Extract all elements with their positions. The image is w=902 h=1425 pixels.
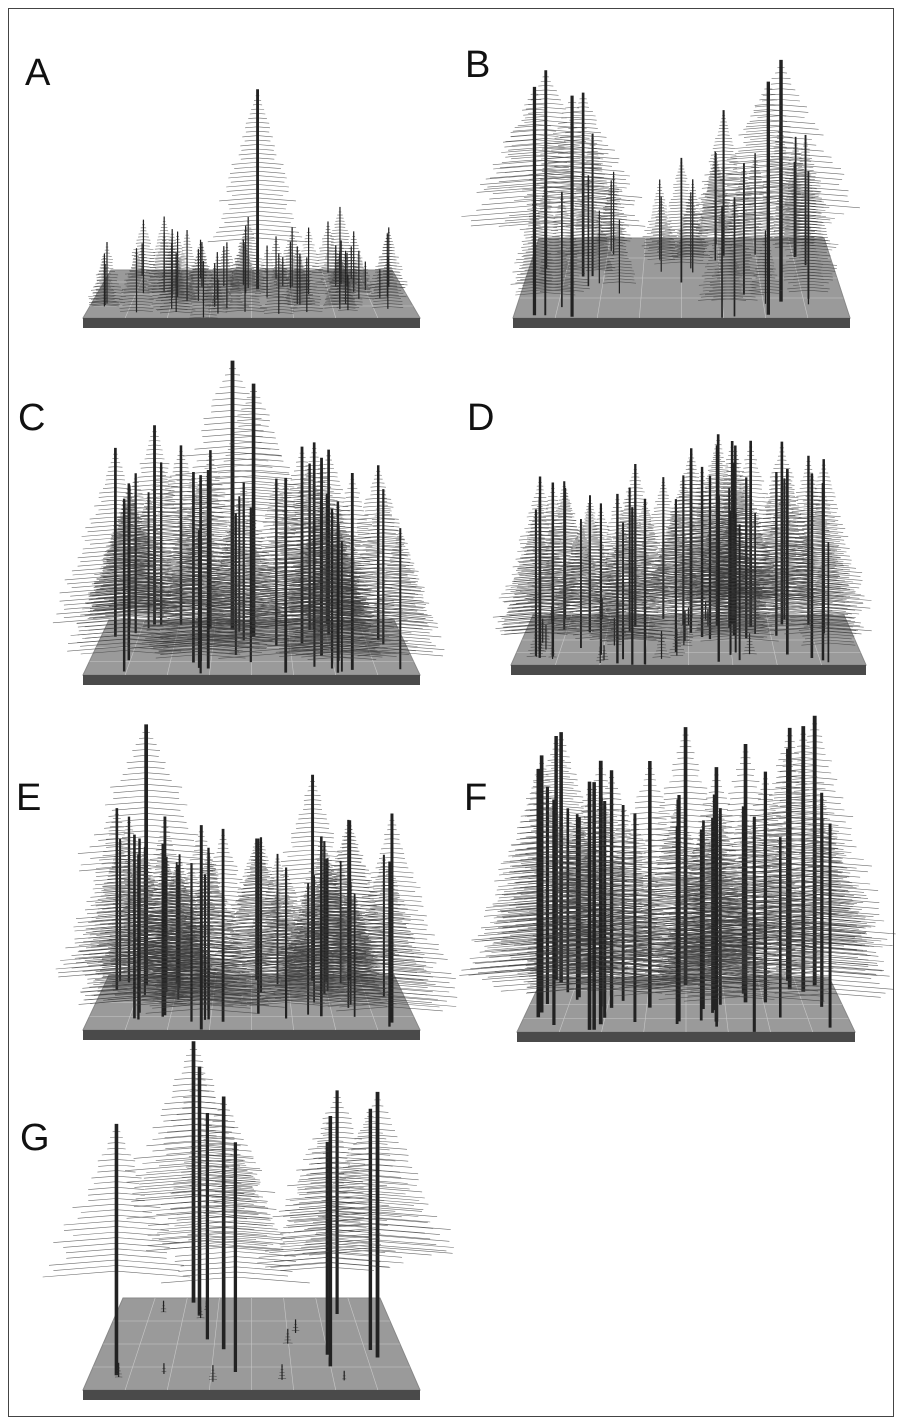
panel-label: G xyxy=(20,1117,50,1159)
panel: F xyxy=(459,715,896,1042)
panel-label: B xyxy=(465,44,490,86)
ground-slab xyxy=(513,318,850,328)
ground-slab xyxy=(83,1030,420,1040)
figure-border xyxy=(8,8,894,1417)
ground-slab xyxy=(83,318,420,328)
panel: D xyxy=(467,397,872,675)
panel: A xyxy=(25,52,421,328)
panel: E xyxy=(16,724,458,1040)
panel-label: A xyxy=(25,52,51,94)
panel-label: D xyxy=(467,397,494,439)
panel: G xyxy=(20,1041,454,1400)
panel-label: E xyxy=(16,777,41,819)
ground-slab xyxy=(83,1390,420,1400)
ground-slab xyxy=(511,665,866,675)
panel-label: C xyxy=(18,397,45,439)
panel: C xyxy=(18,360,445,685)
ground-slab xyxy=(83,675,420,685)
panel-label: F xyxy=(464,777,487,819)
panel: B xyxy=(461,44,860,328)
ground-slab xyxy=(517,1032,855,1042)
